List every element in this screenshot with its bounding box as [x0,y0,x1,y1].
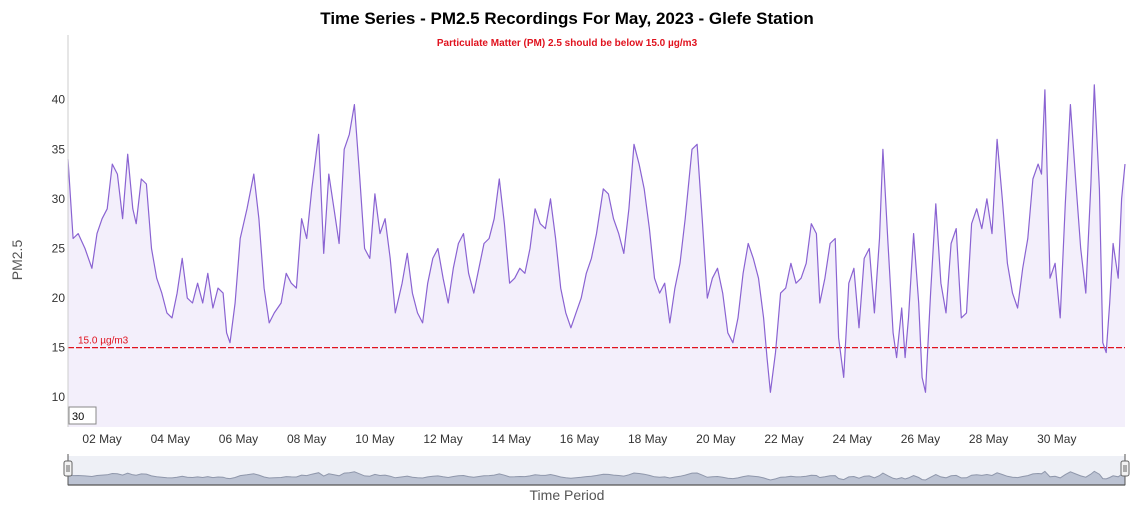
x-tick-label: 10 May [355,432,394,446]
x-tick-label: 26 May [901,432,940,446]
y-tick-label: 30 [52,192,66,206]
y-tick-label: 40 [52,93,66,107]
y-tick-label: 10 [52,390,66,404]
y-axis: 10 15 20 25 30 35 40 [52,93,66,405]
navigator-right-handle[interactable] [1120,460,1130,477]
x-tick-label: 18 May [628,432,667,446]
x-tick-label: 08 May [287,432,326,446]
x-tick-label: 24 May [833,432,872,446]
x-tick-label: 12 May [423,432,462,446]
x-tick-label: 16 May [560,432,599,446]
x-axis-title: Time Period [530,487,605,503]
x-tick-label: 14 May [492,432,531,446]
range-badge[interactable]: 30 [68,406,97,425]
x-tick-label: 28 May [969,432,1008,446]
x-tick-label: 30 May [1037,432,1076,446]
range-badge-box[interactable] [68,406,97,425]
navigator[interactable] [63,454,1130,486]
series-line[interactable] [67,84,1126,393]
x-axis: 02 May 04 May 06 May 08 May 10 May 12 May 14 M… [82,432,1076,446]
x-tick-label: 02 May [82,432,121,446]
x-tick-label: 04 May [151,432,190,446]
x-tick-label: 20 May [696,432,735,446]
chart-title: Time Series - PM2.5 Recordings For May, … [320,9,813,28]
y-axis-title: PM2.5 [9,240,25,281]
plot-area[interactable]: 15.0 µg/m3 [67,35,1126,428]
series-area-fill [68,84,1125,428]
x-tick-label: 06 May [219,432,258,446]
reference-line-label: 15.0 µg/m3 [78,336,129,347]
y-tick-label: 25 [52,241,66,255]
y-tick-label: 20 [52,291,66,305]
navigator-left-handle[interactable] [63,460,73,477]
y-tick-label: 15 [52,341,66,355]
navigator-series [67,470,1126,486]
range-badge-label: 30 [72,411,84,423]
x-tick-label: 22 May [764,432,803,446]
y-tick-label: 35 [52,142,66,156]
chart-subtitle: Particulate Matter (PM) 2.5 should be be… [437,38,698,49]
